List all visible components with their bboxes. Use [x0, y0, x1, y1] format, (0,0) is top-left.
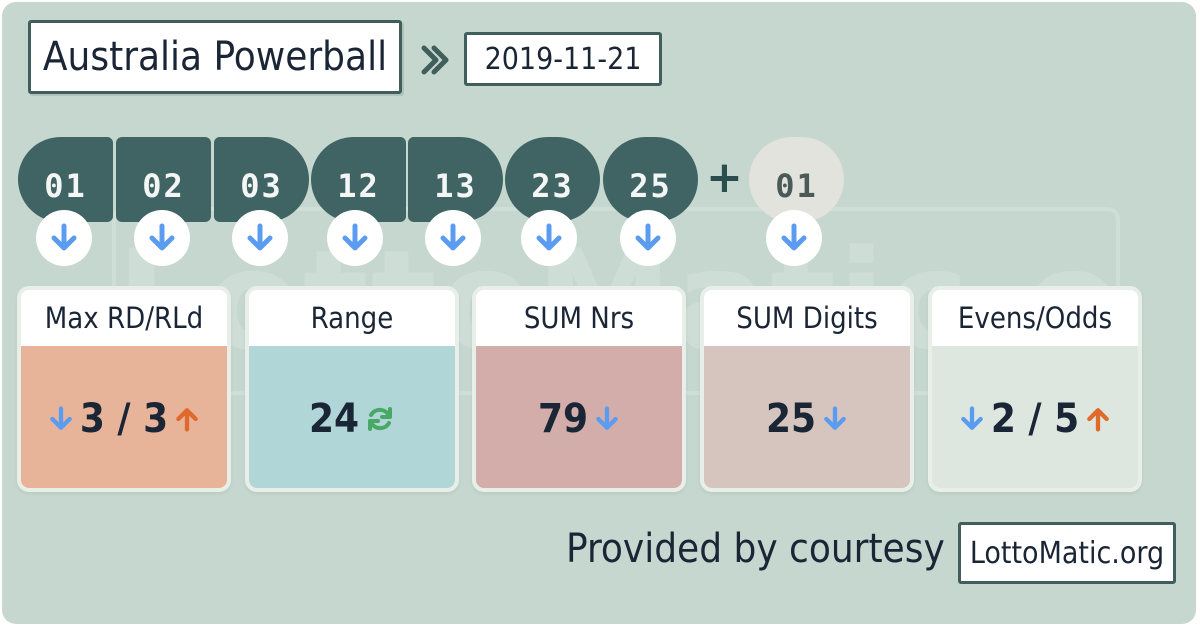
down-arrow-icon: [327, 210, 383, 266]
ball-6: 23: [505, 137, 600, 222]
stat-value-area: 2 / 5: [932, 346, 1138, 488]
down-arrow-icon: [959, 406, 985, 432]
ball-5: 13: [408, 137, 503, 222]
site-link[interactable]: LottoMatic.org: [958, 522, 1176, 584]
stat-value-area: 25: [704, 346, 910, 488]
stat-sum-nrs: SUM Nrs 79: [472, 286, 686, 492]
stat-label: SUM Nrs: [476, 290, 682, 346]
stat-label: SUM Digits: [704, 290, 910, 346]
stat-value-area: 3 / 3: [21, 346, 227, 488]
ball-4: 12: [311, 137, 406, 222]
stat-value: 24: [308, 396, 360, 442]
plus-icon: +: [706, 152, 743, 203]
stat-value: 3 / 3: [79, 396, 169, 442]
down-arrow-icon: [36, 210, 92, 266]
ball-2: 02: [116, 137, 211, 222]
ball-1: 01: [18, 137, 113, 222]
chevron-right-icon: [421, 45, 449, 75]
courtesy-text: Provided by courtesy of: [566, 526, 991, 572]
lottery-title: Australia Powerball: [28, 20, 402, 94]
stat-label: Range: [249, 290, 455, 346]
stat-value: 2 / 5: [990, 396, 1080, 442]
down-arrow-icon: [48, 406, 74, 432]
stat-max-rd-rld: Max RD/RLd 3 / 3: [17, 286, 231, 492]
down-arrow-icon: [134, 210, 190, 266]
stat-value-area: 24: [249, 346, 455, 488]
down-arrow-icon: [521, 210, 577, 266]
stat-value: 25: [765, 396, 817, 442]
stat-range: Range 24: [245, 286, 459, 492]
down-arrow-icon: [822, 406, 848, 432]
stat-label: Max RD/RLd: [21, 290, 227, 346]
stat-sum-digits: SUM Digits 25: [700, 286, 914, 492]
up-arrow-icon: [174, 406, 200, 432]
stat-value-area: 79: [476, 346, 682, 488]
down-arrow-icon: [232, 210, 288, 266]
down-arrow-icon: [620, 210, 676, 266]
down-arrow-icon: [594, 406, 620, 432]
up-arrow-icon: [1085, 406, 1111, 432]
down-arrow-icon: [766, 210, 822, 266]
ball-7: 25: [603, 137, 698, 222]
powerball: 01: [749, 137, 844, 222]
stat-evens-odds: Evens/Odds 2 / 5: [928, 286, 1142, 492]
refresh-icon: [365, 404, 395, 434]
stat-value: 79: [537, 396, 589, 442]
ball-3: 03: [214, 137, 309, 222]
draw-date: 2019-11-21: [464, 32, 662, 86]
down-arrow-icon: [425, 210, 481, 266]
stat-label: Evens/Odds: [932, 290, 1138, 346]
